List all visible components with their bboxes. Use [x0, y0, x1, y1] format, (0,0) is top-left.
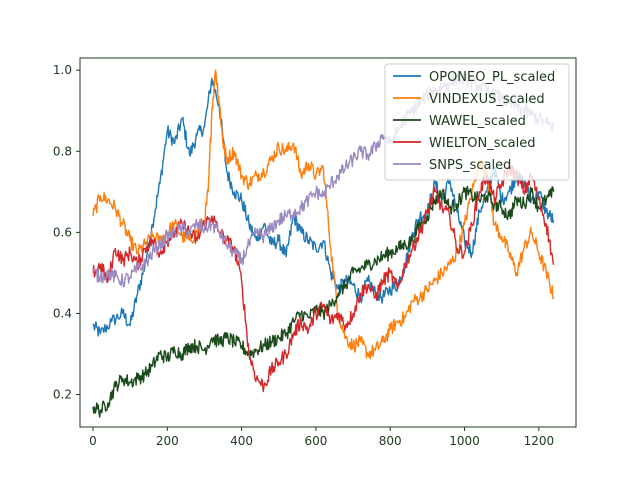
y-axis: 0.2 0.4 0.6 0.8 1.0	[53, 63, 80, 402]
legend-label: WIELTON_scaled	[429, 136, 536, 151]
x-axis: 0 200 400 600 800 1000 1200	[89, 427, 554, 448]
legend-label: VINDEXUS_scaled	[429, 92, 545, 107]
series-line-0	[92, 77, 555, 337]
x-tick-label: 1000	[449, 434, 480, 448]
y-tick-label: 0.4	[53, 306, 72, 320]
plot-frame	[79, 57, 577, 428]
legend-label: OPONEO_PL_scaled	[429, 70, 555, 85]
x-tick-label: 200	[156, 434, 179, 448]
y-tick-label: 0.6	[53, 225, 72, 239]
series-line-2	[92, 185, 555, 418]
x-tick-label: 0	[89, 434, 97, 448]
x-tick-label: 800	[379, 434, 402, 448]
x-tick-label: 1200	[524, 434, 555, 448]
y-tick-label: 1.0	[53, 63, 72, 77]
x-tick-label: 600	[304, 434, 327, 448]
x-tick-label: 400	[230, 434, 253, 448]
series-layer	[92, 69, 555, 418]
legend: OPONEO_PL_scaled VINDEXUS_scaled WAWEL_sca…	[384, 63, 570, 181]
legend-label: WAWEL_scaled	[429, 114, 526, 129]
y-tick-label: 0.2	[53, 388, 72, 402]
legend-label: SNPS_scaled	[429, 158, 511, 173]
y-tick-label: 0.8	[53, 144, 72, 158]
legend-box	[384, 63, 570, 181]
series-line-3	[92, 163, 555, 393]
